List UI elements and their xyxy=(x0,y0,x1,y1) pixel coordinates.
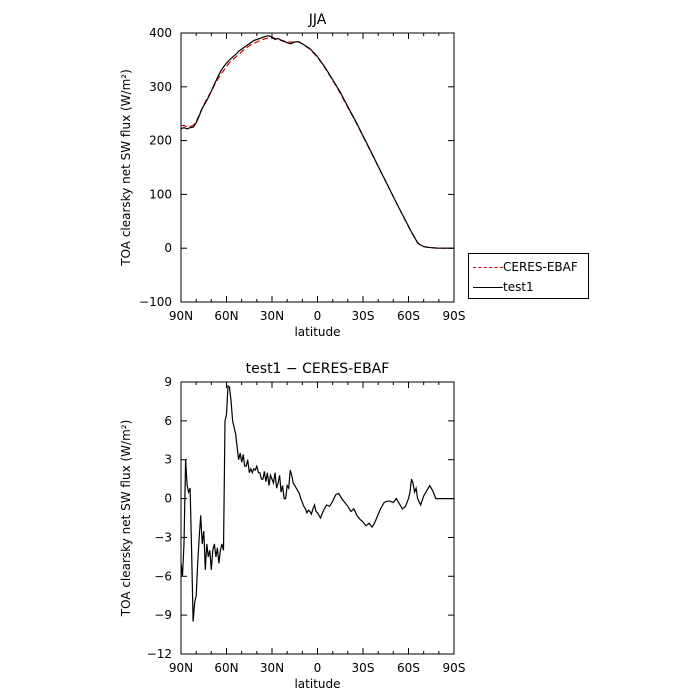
top-title: JJA xyxy=(308,12,327,28)
top-ytick-label: 400 xyxy=(149,26,172,40)
top-ytick-label: 100 xyxy=(149,187,172,201)
top-xtick-label: 30N xyxy=(260,309,284,323)
bottom-series-line-0 xyxy=(180,384,454,622)
bottom-ytick-label: 9 xyxy=(164,375,172,389)
bottom-ytick-label: −6 xyxy=(154,569,172,583)
top-xtick-label: 60N xyxy=(214,309,238,323)
bottom-ytick-label: 3 xyxy=(164,453,172,467)
bottom-xtick-label: 0 xyxy=(314,661,322,675)
bottom-ytick-label: −9 xyxy=(154,608,172,622)
top-xtick-label: 90N xyxy=(169,309,193,323)
top-ytick-label: 300 xyxy=(149,80,172,94)
bottom-xtick-label: 30N xyxy=(260,661,284,675)
bottom-ytick-label: 0 xyxy=(164,492,172,506)
legend-swatch-ceres xyxy=(473,267,503,268)
top-ytick-label: 200 xyxy=(149,134,172,148)
top-ytick-label: −100 xyxy=(139,295,172,309)
bottom-title: test1 − CERES-EBAF xyxy=(246,361,390,377)
legend-item-test1: test1 xyxy=(469,278,588,296)
bottom-plot: 90N 60N 30N 0 30S 60S 90S 9 6 3 0 −3 −6 −9 −12 test1 − … xyxy=(119,361,465,691)
top-xtick-label: 60S xyxy=(397,309,420,323)
bottom-xtick-label: 60S xyxy=(397,661,420,675)
legend-swatch-test1 xyxy=(473,287,503,288)
top-series-test1 xyxy=(180,35,454,249)
bottom-ylabel: TOA clearsky net SW flux (W/m²) xyxy=(119,420,133,618)
bottom-ytick-label: −3 xyxy=(154,530,172,544)
bottom-xtick-label: 30S xyxy=(352,661,375,675)
legend-item-ceres: CERES-EBAF xyxy=(469,258,588,276)
bottom-ytick-label: 6 xyxy=(164,414,172,428)
top-xtick-label: 0 xyxy=(314,309,322,323)
top-xtick-label: 30S xyxy=(352,309,375,323)
bottom-frame xyxy=(180,381,455,655)
legend-label-ceres: CERES-EBAF xyxy=(503,260,578,274)
top-ylabel: TOA clearsky net SW flux (W/m²) xyxy=(119,69,133,267)
bottom-ytick-label: −12 xyxy=(147,647,172,661)
bottom-xtick-label: 90N xyxy=(169,661,193,675)
bottom-xtick-label: 60N xyxy=(214,661,238,675)
top-ytick-label: 0 xyxy=(164,241,172,255)
bottom-xtick-label: 90S xyxy=(443,661,466,675)
top-xlabel: latitude xyxy=(294,325,340,339)
bottom-xlabel: latitude xyxy=(294,677,340,691)
legend: CERES-EBAF test1 xyxy=(468,253,589,299)
top-plot: 90N 60N 30N 0 30S 60S 90S 400 300 200 100 0 −100 JJA l… xyxy=(119,12,465,339)
legend-label-test1: test1 xyxy=(503,280,534,294)
top-xtick-label: 90S xyxy=(443,309,466,323)
